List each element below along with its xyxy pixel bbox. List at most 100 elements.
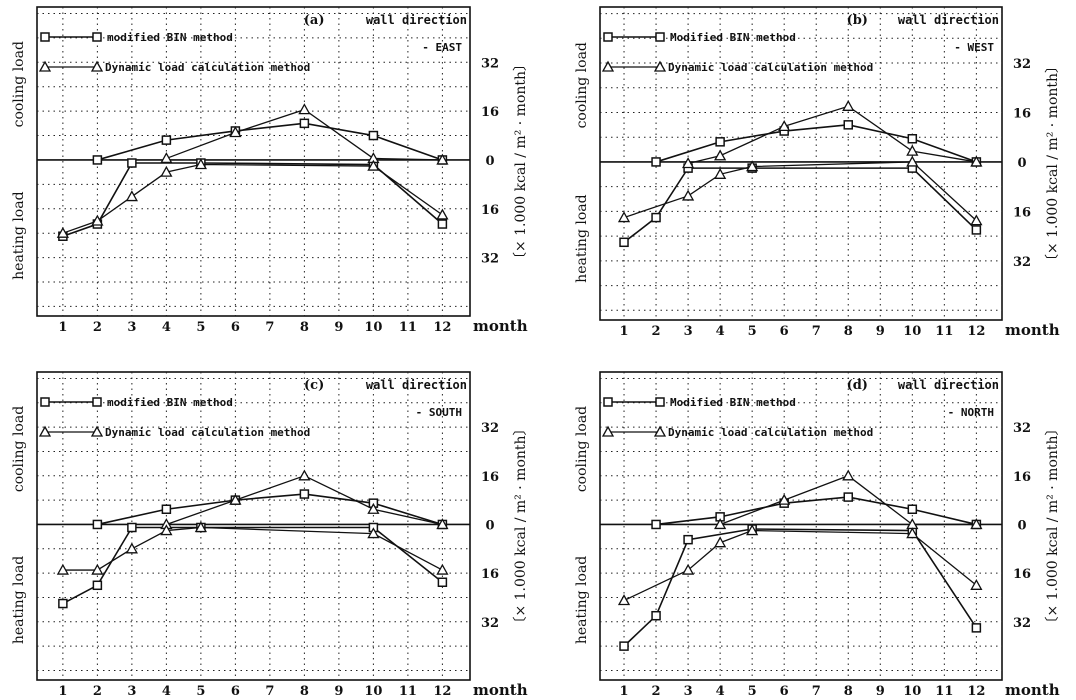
legend-label: Modified BIN method [670, 396, 796, 409]
series-line-square-heating [623, 167, 977, 243]
x-axis-label: month [1005, 321, 1060, 339]
data-point-triangle [681, 157, 695, 169]
data-point-triangle [194, 158, 207, 170]
series-line-triangle-heating [62, 163, 443, 234]
data-point-triangle [970, 518, 983, 530]
y-tick-label: 0 [1017, 518, 1026, 533]
data-point-square [651, 519, 661, 530]
data-point-triangle [970, 214, 983, 226]
legend-marker-square [655, 32, 665, 42]
data-point-triangle [714, 149, 727, 161]
data-point-square [161, 135, 172, 145]
data-point-square [971, 225, 982, 235]
data-point-triangle [91, 214, 104, 226]
x-tick-label: 3 [127, 684, 136, 699]
x-tick-label: 10 [903, 324, 921, 339]
wall-direction-label: wall direction [366, 13, 467, 27]
x-tick-label: 11 [935, 684, 953, 699]
legend-marker-triangle [653, 60, 667, 72]
data-point-triangle [746, 524, 759, 536]
units-label: 〔× 1.000 kcal / m² · month〕 [1045, 59, 1061, 268]
data-point-triangle [714, 536, 727, 548]
y-tick-label: 0 [485, 518, 494, 533]
legend-marker-triangle [601, 425, 615, 437]
data-point-triangle [681, 563, 695, 575]
wall-direction-label: wall direction [898, 378, 999, 392]
y-tick-label: 16 [481, 567, 499, 582]
legend-marker-square [92, 397, 102, 407]
y-tick-label: 16 [481, 105, 499, 120]
legend-marker-triangle [38, 425, 52, 437]
data-point-square [843, 492, 853, 502]
data-point-square [299, 489, 310, 499]
data-point-triangle [298, 469, 311, 481]
legend-marker-triangle [601, 60, 615, 72]
data-point-triangle [367, 502, 380, 514]
x-tick-label: 11 [399, 684, 417, 699]
y-tick-label: 32 [481, 421, 499, 436]
data-point-square [127, 522, 137, 533]
y-tick-label: 32 [1013, 255, 1031, 270]
y-tick-label: 32 [481, 56, 499, 71]
x-tick-label: 12 [967, 684, 985, 699]
x-tick-label: 5 [748, 324, 757, 339]
x-tick-label: 8 [300, 320, 309, 335]
plot-frame [36, 6, 471, 317]
y-tick-label: 32 [1013, 57, 1031, 72]
data-point-triangle [681, 189, 695, 201]
data-point-square [619, 237, 629, 248]
data-point-triangle [617, 594, 631, 606]
x-tick-label: 11 [935, 324, 953, 339]
x-tick-label: 9 [876, 684, 885, 699]
x-tick-label: 9 [876, 324, 885, 339]
heating-load-label: heating load [11, 556, 27, 644]
x-tick-label: 7 [265, 684, 274, 699]
series-line-square-heating [62, 526, 443, 605]
series-line-triangle-heating [623, 529, 977, 602]
data-point-triangle [125, 542, 138, 554]
y-tick-label: 16 [481, 203, 499, 218]
data-point-square [127, 158, 137, 168]
data-point-triangle [229, 126, 242, 138]
series-line-square-cooling [655, 496, 977, 526]
y-tick-label: 32 [1013, 421, 1031, 436]
y-tick-label: 16 [1013, 567, 1031, 582]
x-tick-label: 2 [652, 684, 661, 699]
data-point-square [92, 155, 103, 165]
plot-frame [599, 371, 1003, 681]
x-tick-label: 11 [399, 320, 417, 335]
x-tick-label: 4 [162, 320, 171, 335]
legend-marker-square [92, 32, 102, 42]
data-point-triangle [125, 190, 138, 202]
x-tick-label: 5 [196, 320, 205, 335]
x-tick-label: 10 [364, 684, 382, 699]
y-tick-label: 0 [485, 154, 494, 169]
data-point-triangle [906, 155, 919, 167]
data-point-square [715, 137, 725, 147]
units-label: 〔× 1.000 kcal / m² · month〕 [1045, 421, 1061, 630]
x-tick-label: 3 [127, 320, 136, 335]
data-point-triangle [906, 144, 919, 156]
x-tick-label: 1 [620, 324, 629, 339]
y-tick-label: 32 [481, 252, 499, 267]
direction-label: - WEST [954, 41, 994, 54]
series-line-square-heating [623, 528, 978, 647]
data-point-triangle [56, 226, 69, 238]
data-point-triangle [160, 165, 173, 177]
x-tick-label: 7 [265, 320, 274, 335]
data-point-triangle [436, 563, 449, 575]
x-tick-label: 12 [433, 320, 451, 335]
units-label: 〔× 1.000 kcal / m² · month〕 [513, 421, 529, 630]
data-point-triangle [436, 208, 449, 220]
data-point-square [368, 130, 379, 141]
series-line-triangle-cooling [687, 105, 977, 165]
legend-marker-square [603, 32, 613, 42]
data-point-triangle [746, 160, 759, 172]
x-tick-label: 2 [93, 320, 102, 335]
x-tick-label: 12 [433, 684, 451, 699]
panel-label: (a) [304, 13, 325, 28]
data-point-triangle [367, 159, 380, 171]
data-point-triangle [842, 99, 855, 111]
legend-label: modified BIN method [107, 31, 233, 44]
